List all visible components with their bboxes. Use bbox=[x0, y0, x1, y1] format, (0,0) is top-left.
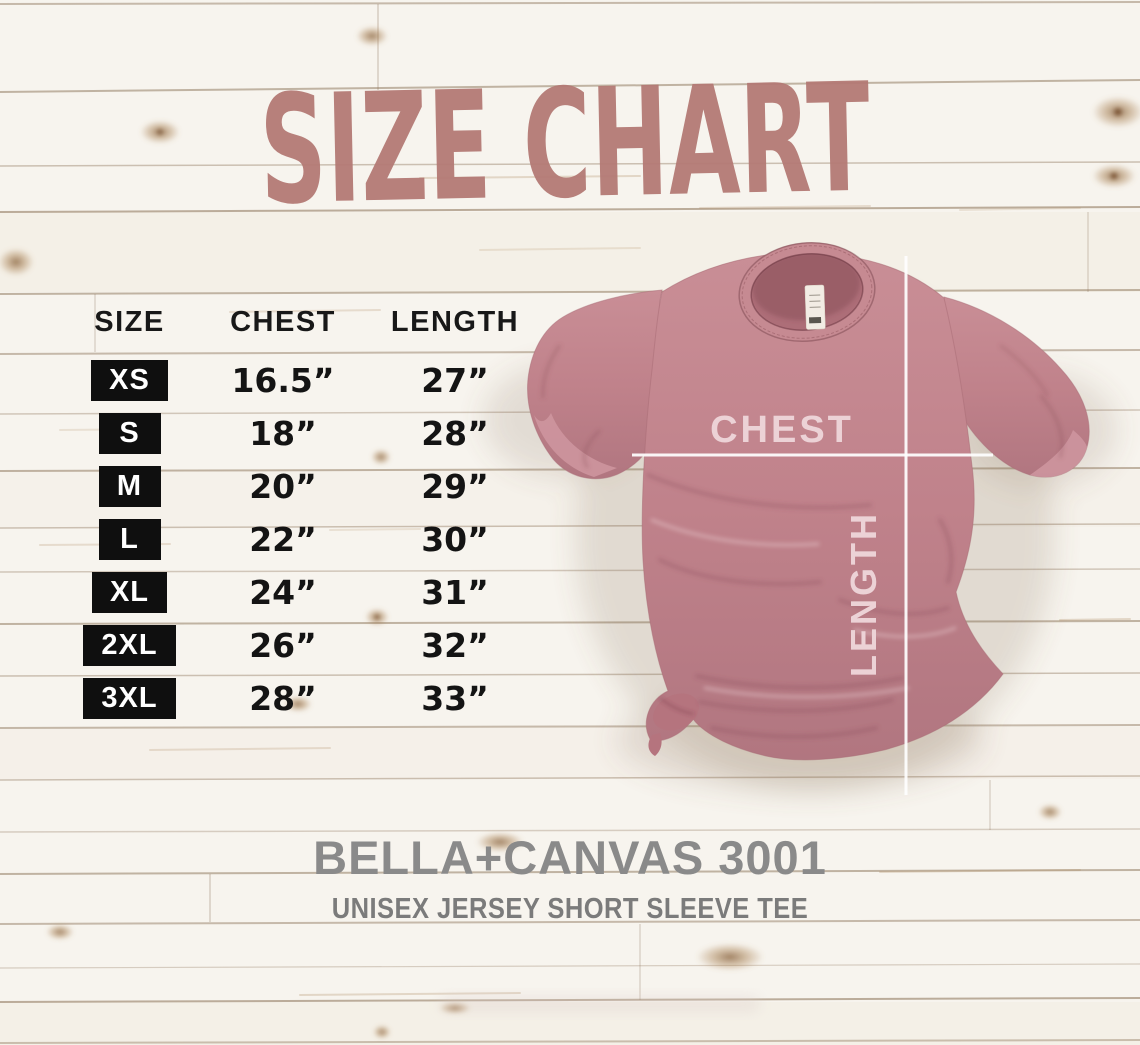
length-value: 33” bbox=[421, 678, 489, 718]
table-row: S 18” 28” bbox=[62, 411, 548, 455]
table-row: 2XL 26” 32” bbox=[62, 623, 548, 667]
size-table-rows: XS 16.5” 27” S 18” 28” M 20” 29” L 22” 3… bbox=[62, 358, 548, 720]
size-badge: M bbox=[98, 465, 161, 507]
chest-value: 26” bbox=[249, 625, 317, 665]
right-sleeve bbox=[940, 296, 1090, 478]
size-badge: 3XL bbox=[83, 677, 176, 719]
table-row: XS 16.5” 27” bbox=[62, 358, 548, 402]
length-value: 30” bbox=[421, 519, 489, 559]
chest-value: 16.5” bbox=[231, 360, 335, 400]
measurement-lines bbox=[632, 256, 993, 795]
product-name: BELLA+CANVAS 3001 bbox=[313, 831, 827, 884]
length-value: 29” bbox=[421, 466, 489, 506]
chest-value: 22” bbox=[249, 519, 317, 559]
column-header-chest: CHEST bbox=[230, 305, 336, 338]
size-badge: XS bbox=[91, 359, 168, 401]
tshirt-photo: CHEST LENGTH bbox=[483, 242, 1118, 795]
collar-tag bbox=[804, 284, 826, 330]
size-badge: XL bbox=[91, 571, 168, 613]
chest-value: 28” bbox=[249, 678, 317, 718]
collar bbox=[738, 242, 876, 342]
size-badge: 2XL bbox=[83, 624, 176, 666]
chest-value: 20” bbox=[249, 466, 317, 506]
length-value: 28” bbox=[421, 413, 489, 453]
chest-value: 24” bbox=[249, 572, 317, 612]
table-row: L 22” 30” bbox=[62, 517, 548, 561]
length-measure-label: LENGTH bbox=[843, 511, 884, 677]
faint-watermark bbox=[440, 995, 760, 1013]
size-table: SIZE CHEST LENGTH XS 16.5” 27” S 18” 28”… bbox=[62, 300, 548, 729]
size-badge: L bbox=[98, 518, 161, 560]
column-header-length: LENGTH bbox=[390, 305, 520, 338]
length-value: 31” bbox=[421, 572, 489, 612]
page-title: SIZE CHART bbox=[258, 52, 872, 239]
size-table-header: SIZE CHEST LENGTH bbox=[62, 300, 548, 344]
chest-measure-label: CHEST bbox=[710, 409, 854, 451]
table-row: XL 24” 31” bbox=[62, 570, 548, 614]
product-subtitle: UNISEX JERSEY SHORT SLEEVE TEE bbox=[331, 893, 809, 925]
wood-knots bbox=[0, 26, 1140, 1039]
table-row: 3XL 28” 33” bbox=[62, 676, 548, 720]
length-value: 32” bbox=[421, 625, 489, 665]
size-badge: S bbox=[98, 412, 161, 454]
length-value: 27” bbox=[421, 360, 489, 400]
table-row: M 20” 29” bbox=[62, 464, 548, 508]
tshirt-body bbox=[641, 251, 1004, 761]
chest-value: 18” bbox=[249, 413, 317, 453]
left-sleeve bbox=[527, 289, 663, 480]
column-header-size: SIZE bbox=[94, 305, 165, 338]
